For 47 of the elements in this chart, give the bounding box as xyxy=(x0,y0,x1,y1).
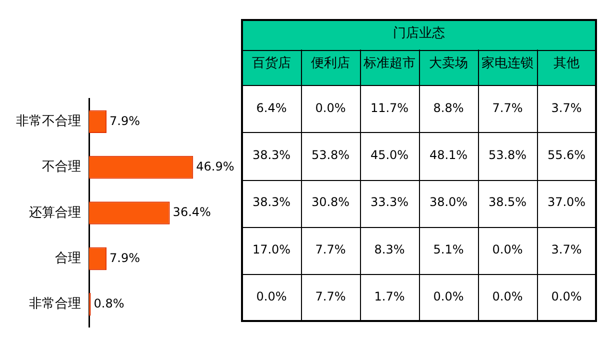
y-tick-label: 不合理 xyxy=(42,160,81,175)
text: 门店业态 xyxy=(393,25,445,42)
text: 0.0% xyxy=(315,100,346,115)
text: 45.0% xyxy=(370,148,409,162)
text: 38.3% xyxy=(252,148,291,162)
text: 55.6% xyxy=(547,148,586,162)
category-label: 百货店 xyxy=(252,54,291,71)
y-tick-label: 还算合理 xyxy=(29,205,81,220)
data-label: 36.4% xyxy=(172,205,211,220)
text: 0.0% xyxy=(551,290,582,304)
text: 5.1% xyxy=(433,242,464,256)
y-tick-label: 合理 xyxy=(55,251,81,266)
text: 53.8% xyxy=(488,148,527,162)
data-label: 7.9% xyxy=(110,114,140,128)
text: 8.3% xyxy=(374,242,405,256)
text: 0.0% xyxy=(492,242,523,256)
data-label: 46.9% xyxy=(196,159,234,174)
text: 17.0% xyxy=(252,242,291,256)
text: 8.8% xyxy=(433,100,464,115)
text: 6.4% xyxy=(256,100,287,115)
category-label: 其他 xyxy=(554,56,580,71)
category-label: 标准超市 xyxy=(362,56,416,71)
y-tick-label: 非常合理 xyxy=(29,296,81,312)
category-label: 便利店 xyxy=(311,54,350,71)
text: 38.0% xyxy=(429,195,468,210)
text: 3.7% xyxy=(551,100,582,115)
category-label: 大卖场 xyxy=(429,56,468,71)
y-tick-label: 非常不合理 xyxy=(16,114,81,130)
text: 0.0% xyxy=(492,290,523,304)
text: 48.1% xyxy=(429,148,468,162)
text: 0.0% xyxy=(256,290,287,304)
text: 1.7% xyxy=(374,290,405,304)
text: 7.7% xyxy=(315,242,346,256)
data-label: 0.8% xyxy=(94,296,124,310)
text: 7.7% xyxy=(492,100,523,115)
text: 33.3% xyxy=(370,195,409,210)
text: 0.0% xyxy=(433,290,464,304)
data-label: 7.9% xyxy=(110,250,140,265)
text: 11.7% xyxy=(370,100,409,115)
text: 38.3% xyxy=(252,195,291,210)
text: 3.7% xyxy=(551,242,582,256)
text: 37.0% xyxy=(547,195,586,210)
text: 7.7% xyxy=(315,290,346,304)
text: 53.8% xyxy=(311,148,350,162)
text: 30.8% xyxy=(311,195,350,210)
category-label: 家电连锁 xyxy=(482,54,534,71)
text: 38.5% xyxy=(488,195,527,210)
